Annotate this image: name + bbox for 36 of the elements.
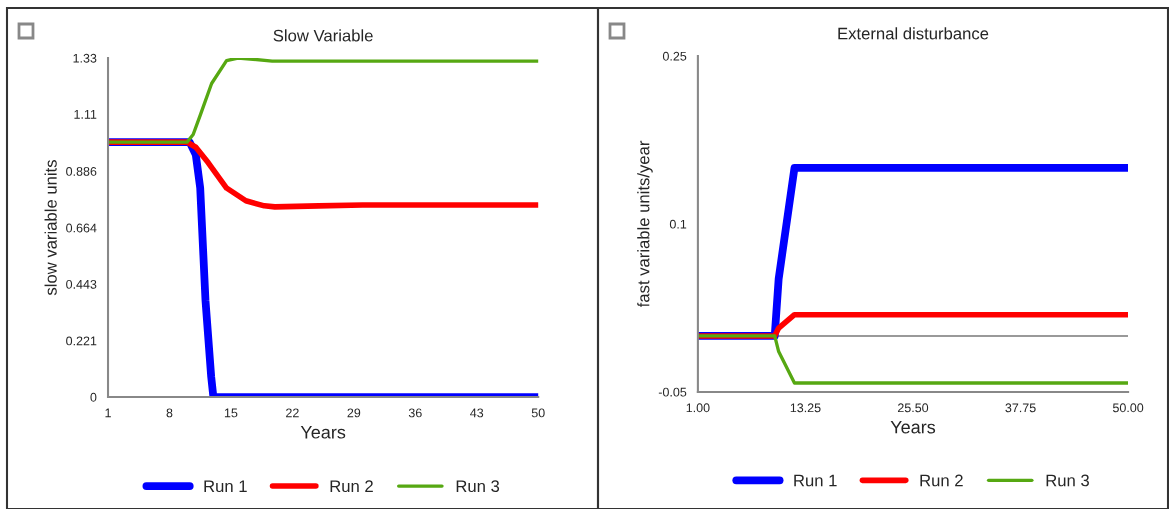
- x-tick-label: 25.50: [897, 403, 929, 413]
- y-tick-label: -0.05: [658, 387, 687, 397]
- y-axis-title: slow variable units: [44, 160, 57, 296]
- x-tick-label: 36: [408, 408, 422, 418]
- y-axis-title: fast variable units/year: [637, 140, 653, 308]
- x-tick-label: 50: [531, 408, 545, 418]
- x-axis-title: Years: [300, 426, 346, 439]
- legend-label: Run 2: [920, 474, 963, 487]
- x-axis-title: Years: [890, 420, 936, 434]
- x-tick-label: 15: [224, 408, 238, 418]
- chart-title: Slow Variable: [273, 29, 373, 42]
- legend-label: Run 3: [1046, 474, 1089, 487]
- y-tick-label: 0.443: [66, 279, 97, 289]
- y-tick-label: 0: [90, 392, 97, 402]
- chart-title: External disturbance: [838, 27, 989, 40]
- y-tick-label: 0.664: [66, 223, 97, 233]
- x-tick-label: 22: [286, 408, 299, 418]
- x-tick-label: 1.00: [686, 403, 710, 413]
- line-series: [108, 58, 539, 144]
- x-tick-label: 13.25: [790, 403, 821, 413]
- legend-label: Run 3: [456, 480, 500, 493]
- legend-label: Run 1: [204, 480, 247, 493]
- y-tick-label: 1.11: [74, 110, 97, 119]
- x-tick-label: 43: [470, 408, 484, 418]
- y-tick-label: 1.33: [73, 53, 97, 63]
- x-tick-label: 1: [105, 408, 111, 418]
- x-tick-label: 29: [347, 408, 361, 418]
- y-tick-label: 0.25: [662, 51, 687, 61]
- legend-label: Run 1: [794, 474, 837, 487]
- legend-label: Run 2: [330, 480, 373, 493]
- x-tick-label: 37.75: [1005, 403, 1036, 413]
- y-tick-label: 0.221: [66, 336, 97, 346]
- y-tick-label: 0.1: [669, 219, 687, 229]
- x-tick-label: 50.00: [1112, 403, 1144, 413]
- y-tick-label: 0.886: [66, 166, 97, 176]
- x-tick-label: 8: [166, 408, 173, 418]
